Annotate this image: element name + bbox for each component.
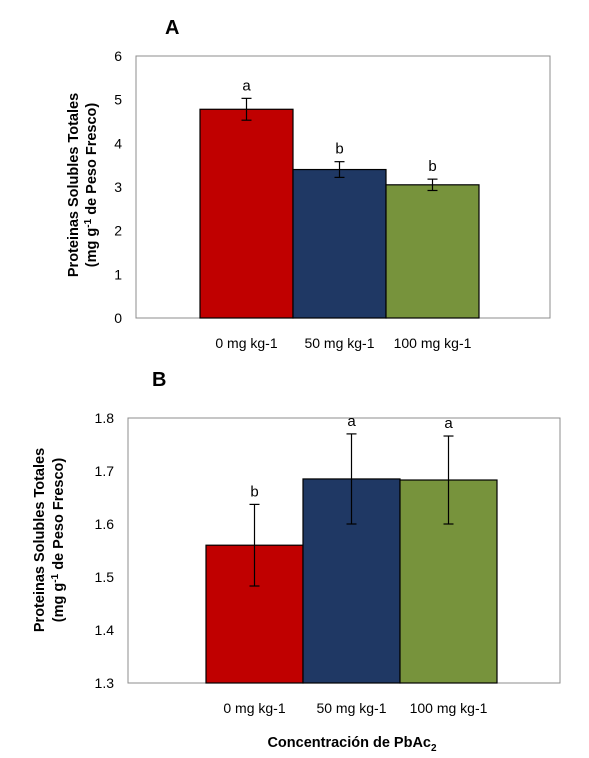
panel-b-ytick-label: 1.7 bbox=[95, 463, 115, 479]
panel-a-ytick-label: 3 bbox=[114, 179, 122, 195]
panel-b-category-label: 100 mg kg-1 bbox=[410, 700, 488, 716]
panel-a-category-label: 50 mg kg-1 bbox=[304, 335, 374, 351]
panel-a-category-label: 100 mg kg-1 bbox=[394, 335, 472, 351]
panel-a-ylabel-line1: Proteinas Solubles Totales bbox=[66, 93, 82, 277]
panel-b-xlabel: Concentración de PbAc2 bbox=[267, 735, 437, 754]
panel-b-ylabel-line2: (mg g-1 de Peso Fresco) bbox=[50, 458, 67, 623]
panel-b-ytick-label: 1.8 bbox=[95, 410, 115, 426]
panel-a-plot: 0 1 2 3 4 5 6 a 0 mg kg-1 b 50 mg kg-1 b 100 mg kg-1 bbox=[114, 48, 551, 351]
panel-b-ytick-label: 1.4 bbox=[95, 622, 115, 638]
panel-b-label: B bbox=[152, 369, 166, 391]
panel-b-ytick-label: 1.6 bbox=[95, 516, 115, 532]
panel-a-label: A bbox=[165, 17, 179, 39]
panel-a: A Proteinas Solubles Totales (mg g-1 de … bbox=[66, 17, 551, 351]
panel-b-significance-letter: a bbox=[444, 415, 453, 432]
panel-a-bar bbox=[385, 184, 480, 319]
panel-a-significance-letter: b bbox=[335, 141, 343, 158]
panel-a-ytick-label: 1 bbox=[114, 266, 122, 282]
panel-b: B Proteinas Solubles Totales (mg g-1 de … bbox=[32, 369, 561, 754]
panel-b-significance-letter: a bbox=[347, 413, 356, 430]
panel-a-significance-letter: a bbox=[242, 77, 251, 94]
panel-a-ytick-label: 5 bbox=[114, 92, 122, 108]
panel-b-category-label: 0 mg kg-1 bbox=[223, 700, 285, 716]
panel-a-ylabel-line2: (mg g-1 de Peso Fresco) bbox=[83, 103, 100, 268]
panel-b-ylabel-line1: Proteinas Solubles Totales bbox=[32, 448, 48, 632]
panel-a-ytick-label: 0 bbox=[114, 310, 122, 326]
panel-b-category-label: 50 mg kg-1 bbox=[316, 700, 386, 716]
panel-a-ytick-label: 6 bbox=[114, 48, 122, 64]
panel-b-ytick-label: 1.5 bbox=[95, 569, 115, 585]
panel-a-category-label: 0 mg kg-1 bbox=[215, 335, 277, 351]
panel-a-ytick-label: 4 bbox=[114, 135, 122, 151]
panel-a-ytick-label: 2 bbox=[114, 223, 122, 239]
panel-b-significance-letter: b bbox=[250, 483, 258, 500]
panel-a-bar bbox=[292, 168, 387, 319]
panel-a-significance-letter: b bbox=[428, 158, 436, 175]
panel-b-ytick-label: 1.3 bbox=[95, 675, 115, 691]
panel-b-plot: 1.3 1.4 1.5 1.6 1.7 1.8 b 0 mg kg-1 a 50 mg kg-1 a… bbox=[95, 410, 561, 716]
panel-a-bar bbox=[199, 108, 294, 319]
